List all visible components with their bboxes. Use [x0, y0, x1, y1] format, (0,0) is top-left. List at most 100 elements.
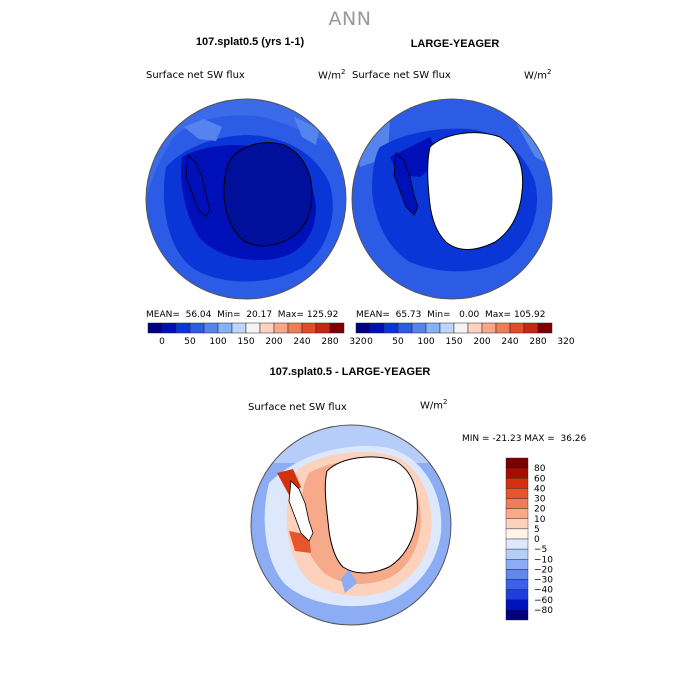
colorbar-tick-label: 80 — [534, 464, 546, 474]
map-peninsula-outline — [185, 154, 211, 218]
colorbar-swatch — [411, 322, 427, 334]
colorbar-swatch — [425, 322, 441, 334]
colorbar-swatch — [505, 548, 529, 560]
map-peninsula-outline — [288, 480, 314, 542]
colorbar-swatch — [147, 322, 163, 334]
colorbar-swatch — [505, 599, 529, 611]
colorbar-swatch — [397, 322, 413, 334]
colorbar-swatch — [203, 322, 219, 334]
colorbar-tick-label: 200 — [473, 337, 490, 347]
panel1-stats: MEAN= 56.04 Min= 20.17 Max= 125.92 — [146, 310, 339, 320]
colorbar-swatch — [315, 322, 331, 334]
colorbar-swatch — [505, 478, 529, 489]
colorbar-swatch — [505, 467, 529, 479]
colorbar-swatch — [505, 569, 529, 580]
colorbar-tick-label: 150 — [445, 337, 462, 347]
panel2-units-exp: 2 — [547, 68, 552, 76]
colorbar-tick-label: 240 — [293, 337, 310, 347]
panel3-variable-label: Surface net SW flux — [248, 402, 347, 413]
colorbar-tick-label: −40 — [534, 586, 553, 596]
colorbar-swatch — [505, 589, 529, 600]
map-antarctica-outline — [223, 142, 313, 247]
map-contour-region — [294, 117, 319, 145]
map-contour-region — [184, 119, 222, 141]
colorbar-tick-label: 5 — [534, 525, 540, 535]
colorbar-swatch — [505, 609, 529, 621]
colorbar-swatch — [505, 538, 529, 550]
colorbar-tick-label: 50 — [184, 337, 196, 347]
colorbar-swatch — [467, 322, 483, 334]
colorbar-swatch — [439, 322, 455, 334]
colorbar-swatch — [231, 322, 247, 334]
map-contour-region — [341, 569, 357, 593]
colorbar-swatch — [505, 508, 529, 519]
colorbar-swatch — [287, 322, 303, 334]
colorbar-swatch — [329, 322, 345, 334]
colorbar-swatch — [537, 322, 553, 334]
panel1-title: 107.splat0.5 (yrs 1-1) — [195, 36, 305, 48]
panel3-units-exp: 2 — [443, 398, 448, 406]
colorbar-tick-label: 280 — [529, 337, 546, 347]
colorbar-tick-label: 40 — [534, 484, 546, 494]
colorbar-swatch — [505, 579, 529, 590]
colorbar-tick-label: −10 — [534, 555, 553, 565]
panel3-title: 107.splat0.5 - LARGE-YEAGER — [269, 366, 431, 378]
colorbar-tick-label: 10 — [534, 515, 546, 525]
colorbar-tick-label: 0 — [534, 535, 540, 545]
colorbar-swatch — [273, 322, 289, 334]
colorbar-tick-label: 0 — [159, 337, 165, 347]
colorbar-swatch — [505, 518, 529, 530]
colorbar-swatch — [523, 322, 539, 334]
map-antarctica-outline — [324, 456, 418, 574]
panel2-variable-label: Surface net SW flux — [352, 70, 451, 81]
colorbar-swatch — [505, 559, 529, 570]
map-antarctica-outline — [427, 132, 524, 250]
panel2-stats: MEAN= 65.73 Min= 0.00 Max= 105.92 — [356, 310, 546, 320]
colorbar-swatch — [369, 322, 385, 334]
panel1-colorbar: 0 50 100 150 200 240 280 320 — [147, 322, 367, 347]
colorbar-swatch — [505, 528, 529, 540]
colorbar-tick-label: 320 — [557, 337, 574, 347]
colorbar-tick-label: 50 — [392, 337, 404, 347]
colorbar-swatch — [161, 322, 177, 334]
colorbar-swatch — [509, 322, 525, 334]
colorbar-tick-label: −30 — [534, 576, 553, 586]
colorbar-tick-label: −60 — [534, 596, 553, 606]
colorbar-tick-label: 200 — [265, 337, 282, 347]
panel1-units-exp: 2 — [341, 68, 346, 76]
map-boundary-circle — [351, 98, 553, 300]
colorbar-tick-label: −20 — [534, 565, 553, 575]
map-peninsula-outline — [393, 152, 419, 216]
colorbar-swatch — [217, 322, 233, 334]
panel1-variable-label: Surface net SW flux — [146, 70, 245, 81]
map-boundary-circle — [250, 424, 452, 626]
figure-title: ANN — [328, 8, 372, 30]
colorbar-swatch — [383, 322, 399, 334]
map-boundary-circle — [145, 98, 347, 300]
colorbar-swatch — [245, 322, 261, 334]
panel1-polar-map — [145, 98, 347, 300]
panel1-units: W/m2 — [318, 68, 345, 81]
colorbar-tick-label: −80 — [534, 606, 553, 616]
panel2-colorbar: 0 50 100 150 200 240 280 320 — [355, 322, 575, 347]
colorbar-tick-label: 280 — [321, 337, 338, 347]
colorbar-tick-label: 320 — [349, 337, 366, 347]
colorbar-tick-label: 150 — [237, 337, 254, 347]
panel2-units: W/m2 — [524, 68, 551, 81]
colorbar-swatch — [505, 488, 529, 499]
colorbar-swatch — [495, 322, 511, 334]
colorbar-swatch — [481, 322, 497, 334]
colorbar-swatch — [355, 322, 371, 334]
panel2-units-base: W/m — [524, 70, 547, 82]
colorbar-swatch — [301, 322, 317, 334]
panel3-units: W/m2 — [420, 398, 447, 411]
colorbar-tick-label: 100 — [417, 337, 434, 347]
colorbar-tick-label: 20 — [534, 505, 546, 515]
panel1-units-base: W/m — [318, 70, 341, 82]
colorbar-tick-label: 60 — [534, 474, 546, 484]
panel3-polar-map — [250, 424, 452, 626]
panel2-polar-map — [351, 98, 553, 300]
colorbar-swatch — [453, 322, 469, 334]
colorbar-swatch — [189, 322, 205, 334]
